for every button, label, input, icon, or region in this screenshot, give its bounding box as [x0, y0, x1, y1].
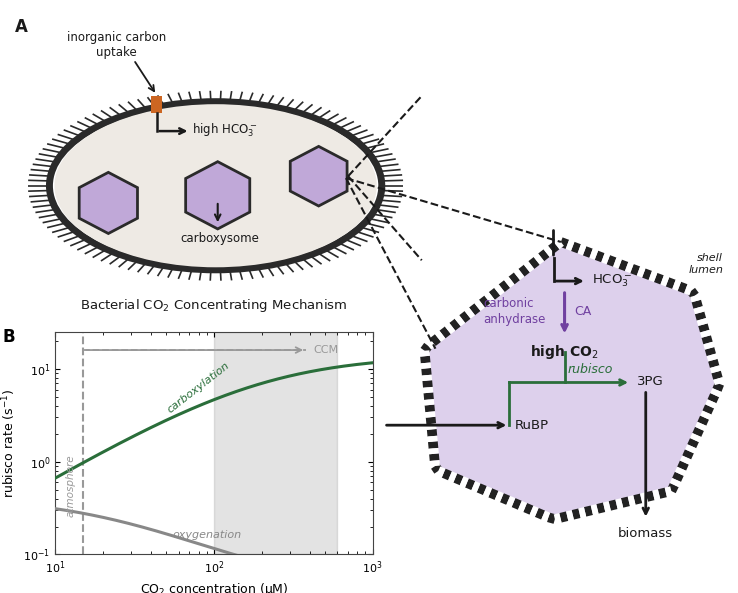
- Polygon shape: [186, 162, 249, 229]
- Text: RuBP: RuBP: [515, 419, 549, 432]
- Text: high CO$_2$: high CO$_2$: [531, 343, 599, 361]
- Text: carboxylation: carboxylation: [165, 360, 232, 415]
- Text: atmosphere: atmosphere: [66, 454, 76, 517]
- Text: CA: CA: [574, 305, 591, 318]
- Text: A: A: [15, 18, 28, 36]
- Text: carboxysome: carboxysome: [180, 232, 259, 244]
- Text: inorganic carbon
uptake: inorganic carbon uptake: [67, 31, 166, 59]
- Text: HCO$_3^-$: HCO$_3^-$: [592, 272, 632, 289]
- Text: oxygenation: oxygenation: [172, 530, 241, 540]
- Bar: [151, 96, 162, 113]
- Text: biomass: biomass: [618, 527, 673, 540]
- Polygon shape: [79, 173, 137, 234]
- Text: rubisco: rubisco: [568, 364, 613, 377]
- Y-axis label: rubisco rate (s$^{-1}$): rubisco rate (s$^{-1}$): [0, 388, 18, 498]
- Polygon shape: [290, 146, 347, 206]
- Text: CCM: CCM: [313, 345, 338, 355]
- Polygon shape: [424, 242, 720, 519]
- Text: high HCO$_3^-$: high HCO$_3^-$: [193, 122, 258, 139]
- Bar: [214, 332, 337, 554]
- Ellipse shape: [55, 104, 377, 267]
- Text: Bacterial CO$_2$ Concentrating Mechanism: Bacterial CO$_2$ Concentrating Mechanism: [80, 296, 348, 314]
- Text: carbonic
anhydrase: carbonic anhydrase: [483, 297, 546, 326]
- Text: 3PG: 3PG: [636, 375, 663, 388]
- Text: shell
lumen: shell lumen: [689, 253, 723, 275]
- X-axis label: CO$_2$ concentration (µM): CO$_2$ concentration (µM): [139, 582, 289, 593]
- Text: B: B: [3, 327, 15, 346]
